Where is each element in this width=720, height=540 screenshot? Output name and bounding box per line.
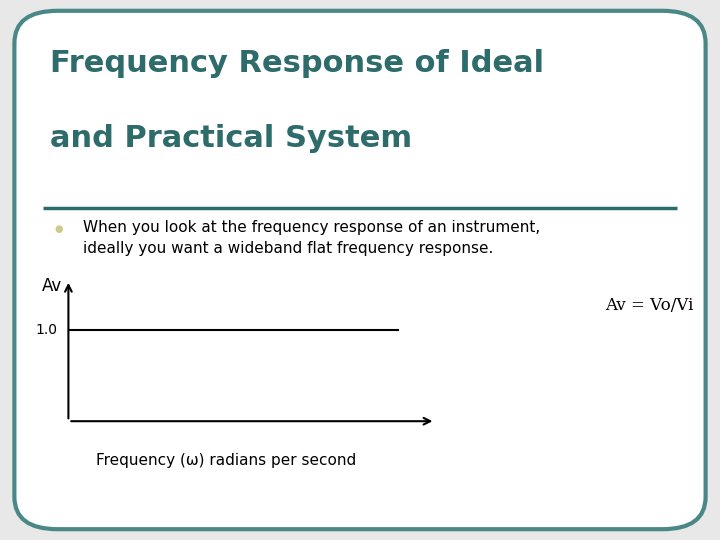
Text: ideally you want a wideband flat frequency response.: ideally you want a wideband flat frequen… <box>83 241 493 256</box>
Text: Frequency (ω) radians per second: Frequency (ω) radians per second <box>96 453 356 468</box>
Text: ●: ● <box>54 224 63 234</box>
Text: 1.0: 1.0 <box>35 323 57 337</box>
Text: Frequency Response of Ideal: Frequency Response of Ideal <box>50 49 544 78</box>
Text: and Practical System: and Practical System <box>50 124 413 153</box>
Text: Av = Vo/Vi: Av = Vo/Vi <box>605 296 693 314</box>
Text: When you look at the frequency response of an instrument,: When you look at the frequency response … <box>83 220 540 235</box>
Text: Av: Av <box>42 277 63 295</box>
